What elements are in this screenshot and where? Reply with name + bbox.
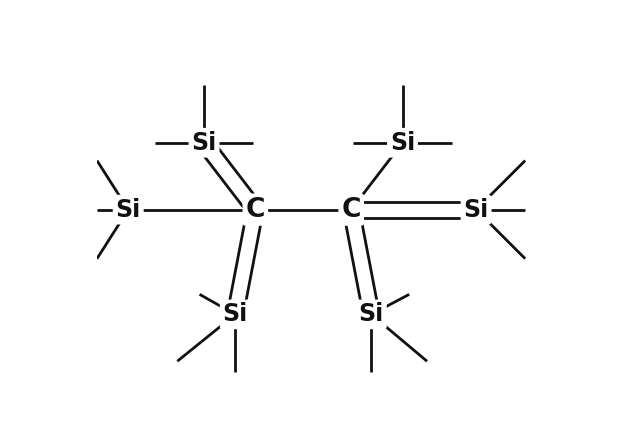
Text: Si: Si [223, 302, 248, 326]
Text: Si: Si [390, 131, 415, 155]
Text: Si: Si [358, 302, 384, 326]
Text: Si: Si [191, 131, 217, 155]
Text: Si: Si [463, 198, 489, 222]
Text: Si: Si [116, 198, 141, 222]
Text: C: C [246, 197, 265, 223]
Text: C: C [342, 197, 361, 223]
